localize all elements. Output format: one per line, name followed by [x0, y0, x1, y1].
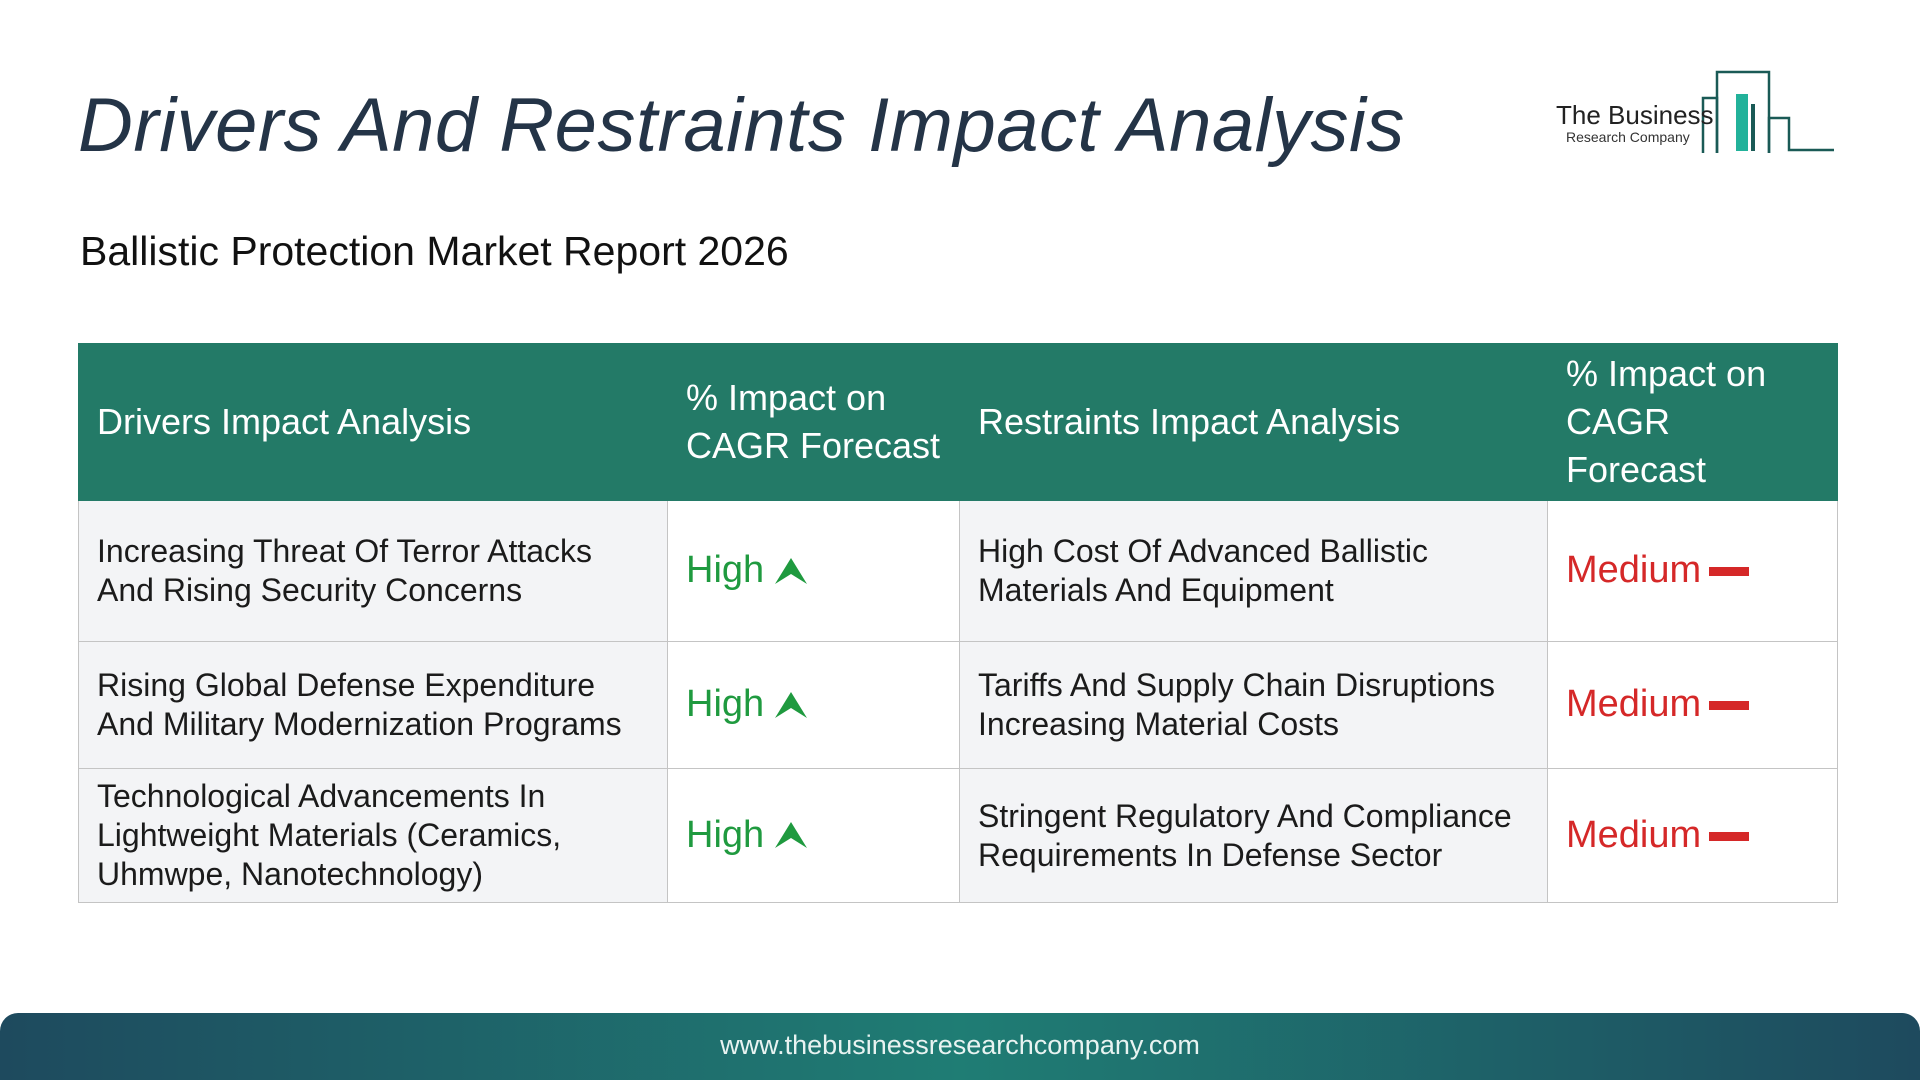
- driver-impact-cell: High: [667, 500, 960, 642]
- report-subtitle: Ballistic Protection Market Report 2026: [80, 228, 789, 274]
- header-restraints: Restraints Impact Analysis: [959, 343, 1548, 501]
- restraint-cell: Tariffs And Supply Chain Disruptions Inc…: [959, 641, 1548, 769]
- website-link[interactable]: www.thebusinessresearchcompany.com: [720, 1030, 1200, 1060]
- table-row: Rising Global Defense Expenditure And Mi…: [78, 641, 1838, 769]
- impact-high-label: High: [686, 683, 765, 725]
- restraint-impact-cell: Medium: [1547, 641, 1838, 769]
- impact-high-label: High: [686, 549, 765, 591]
- restraint-cell: Stringent Regulatory And Compliance Requ…: [959, 768, 1548, 903]
- driver-cell: Rising Global Defense Expenditure And Mi…: [78, 641, 668, 769]
- dash-icon: [1709, 701, 1750, 711]
- logo-text: The Business: [1556, 100, 1714, 130]
- restraint-impact-cell: Medium: [1547, 768, 1838, 903]
- header-drivers-impact: % Impact on CAGR Forecast: [667, 343, 960, 501]
- arrow-up-icon: [775, 557, 808, 584]
- dash-icon: [1709, 831, 1750, 841]
- footer-bar: www.thebusinessresearchcompany.com: [0, 1013, 1920, 1080]
- driver-cell: Increasing Threat Of Terror Attacks And …: [78, 500, 668, 642]
- header-drivers: Drivers Impact Analysis: [78, 343, 668, 501]
- table-row: Increasing Threat Of Terror Attacks And …: [78, 500, 1838, 642]
- impact-table: Drivers Impact Analysis % Impact on CAGR…: [78, 343, 1838, 903]
- arrow-up-icon: [775, 691, 808, 718]
- impact-medium-label: Medium: [1566, 549, 1702, 591]
- impact-high-label: High: [686, 813, 765, 856]
- restraint-impact-cell: Medium: [1547, 500, 1838, 642]
- logo-subtext: Research Company: [1566, 129, 1690, 145]
- impact-medium-label: Medium: [1566, 683, 1702, 725]
- logo-bars-icon: [1701, 70, 1834, 153]
- table-row: Technological Advancements In Lightweigh…: [78, 768, 1838, 903]
- driver-impact-cell: High: [667, 641, 960, 769]
- driver-cell: Technological Advancements In Lightweigh…: [78, 768, 668, 903]
- restraint-cell: High Cost Of Advanced Ballistic Material…: [959, 500, 1548, 642]
- company-logo: The Business Research Company: [1555, 68, 1835, 156]
- table-header-row: Drivers Impact Analysis % Impact on CAGR…: [78, 343, 1838, 501]
- header-restraints-impact: % Impact on CAGR Forecast: [1547, 343, 1838, 501]
- impact-medium-label: Medium: [1566, 813, 1702, 856]
- arrow-up-icon: [775, 822, 808, 849]
- driver-impact-cell: High: [667, 768, 960, 903]
- dash-icon: [1709, 567, 1750, 577]
- page-title: Drivers And Restraints Impact Analysis: [78, 83, 1405, 168]
